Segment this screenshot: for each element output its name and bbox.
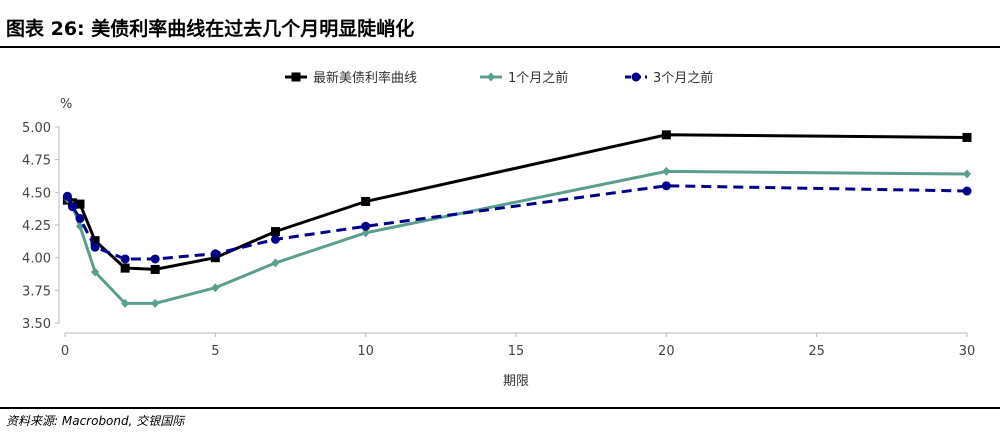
- figure-title: 图表 26: 美债利率曲线在过去几个月明显陡峭化: [6, 18, 415, 40]
- data-point: [270, 234, 280, 244]
- x-axis-label: 期限: [503, 374, 529, 389]
- y-tick-label: 4.00: [22, 252, 51, 267]
- data-point: [76, 221, 85, 231]
- series-line: [66, 169, 968, 305]
- y-tick-label: 4.25: [22, 219, 51, 234]
- y-tick-label: 3.75: [22, 284, 51, 299]
- data-point: [962, 186, 972, 196]
- x-tick-label: 15: [508, 344, 525, 359]
- data-point: [90, 242, 100, 252]
- x-tick-label: 20: [658, 344, 675, 359]
- legend-swatch-marker: [631, 72, 641, 82]
- data-point: [211, 283, 220, 293]
- data-point: [150, 264, 160, 274]
- data-point: [210, 249, 220, 259]
- title-divider: [0, 46, 1000, 48]
- data-point: [361, 228, 370, 238]
- footer-divider: [0, 407, 1000, 409]
- chart-legend: 最新美债利率曲线 1个月之前 3个月之前: [285, 70, 713, 86]
- data-point: [963, 169, 971, 179]
- data-point: [68, 202, 78, 212]
- data-point: [662, 166, 671, 176]
- legend-item: 3个月之前: [625, 70, 713, 86]
- data-point: [150, 254, 160, 264]
- x-tick-label: 0: [61, 344, 69, 359]
- data-point: [75, 199, 85, 209]
- yield-curve-chart: 最新美债利率曲线 1个月之前 3个月之前 % 3.50 3.75 4.00 4.25 4.5…: [22, 70, 975, 389]
- x-tick-label: 30: [959, 344, 976, 359]
- y-tick-label: 4.50: [22, 186, 51, 201]
- data-point: [361, 221, 371, 231]
- data-point: [91, 267, 100, 277]
- y-tick-label: 4.75: [22, 154, 51, 169]
- legend-swatch-marker: [291, 72, 301, 82]
- x-tick-label: 25: [808, 344, 825, 359]
- legend-item: 1个月之前: [480, 70, 568, 86]
- data-point: [121, 298, 130, 308]
- chart-axes: 3.50 3.75 4.00 4.25 4.50 4.75 5.00 0 5 10 15 20 25 30: [22, 121, 975, 359]
- data-point: [120, 263, 130, 273]
- legend-swatch-marker: [487, 72, 495, 82]
- legend-label: 最新美债利率曲线: [313, 70, 417, 86]
- data-point: [271, 258, 280, 268]
- data-point: [90, 236, 100, 246]
- data-point: [361, 196, 371, 206]
- y-tick-label: 5.00: [22, 121, 51, 136]
- data-point: [661, 130, 671, 140]
- data-point: [62, 191, 72, 201]
- series-line: [66, 184, 968, 261]
- data-point: [661, 181, 671, 191]
- data-point: [75, 213, 85, 223]
- legend-item: 最新美债利率曲线: [285, 70, 417, 86]
- x-tick-label: 10: [357, 344, 374, 359]
- data-point: [151, 298, 160, 308]
- chart-series: [62, 130, 972, 308]
- y-axis-label: %: [60, 97, 72, 112]
- data-point: [270, 227, 280, 237]
- data-point: [120, 254, 130, 264]
- data-point: [962, 132, 972, 142]
- series-3: [62, 181, 972, 264]
- source-note: 资料来源: Macrobond, 交银国际: [6, 414, 185, 428]
- x-tick-label: 5: [211, 344, 219, 359]
- legend-label: 3个月之前: [653, 70, 713, 86]
- y-tick-label: 3.50: [22, 317, 51, 332]
- legend-label: 1个月之前: [508, 70, 568, 86]
